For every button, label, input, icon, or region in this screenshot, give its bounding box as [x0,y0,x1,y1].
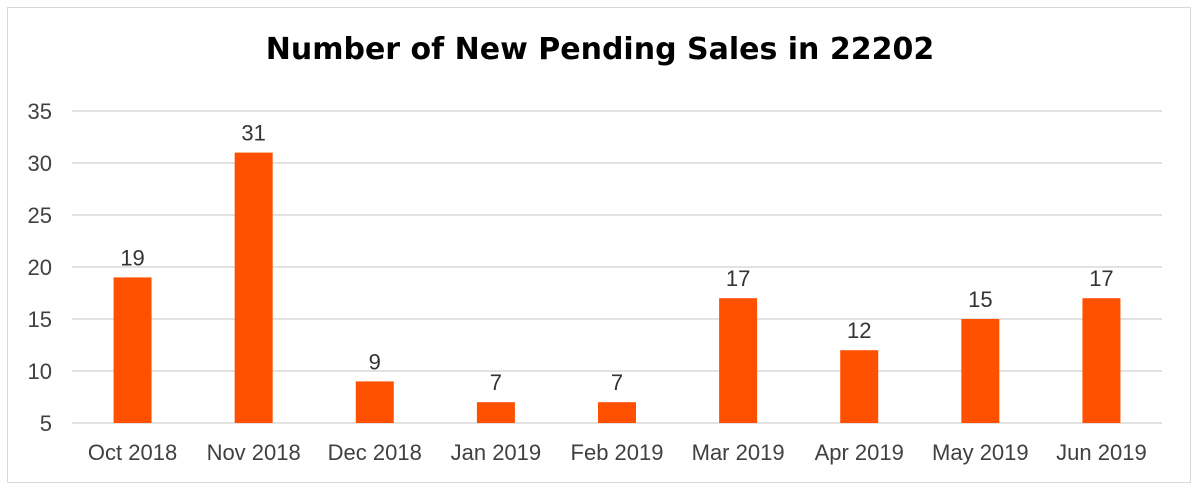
bar-value-label: 12 [847,318,871,343]
y-tick-label: 30 [28,151,52,176]
y-tick-label: 10 [28,359,52,384]
bar [1082,298,1121,423]
x-tick-label: Jan 2019 [451,440,542,465]
y-tick-label: 20 [28,255,52,280]
bar-value-label: 7 [490,370,502,395]
bar-value-label: 19 [120,245,144,270]
x-tick-label: Apr 2019 [815,440,904,465]
x-tick-label: Dec 2018 [328,440,422,465]
x-tick-label: Mar 2019 [692,440,785,465]
y-tick-label: 15 [28,307,52,332]
data-labels: 19 31 9 7 7 17 12 15 17 [120,121,1113,396]
bar [113,277,152,423]
bar [234,152,273,423]
y-axis-ticks: 5 10 15 20 25 30 35 [28,99,52,436]
bar [840,350,879,423]
bar [476,402,515,423]
bars [113,152,1121,423]
x-axis-ticks: Oct 2018 Nov 2018 Dec 2018 Jan 2019 Feb 2019… [88,440,1147,465]
x-tick-label: Nov 2018 [207,440,301,465]
bar-value-label: 17 [1089,266,1113,291]
x-tick-label: Oct 2018 [88,440,177,465]
bar-value-label: 31 [241,121,265,146]
y-tick-label: 35 [28,99,52,124]
bar-value-label: 15 [968,287,992,312]
bar [598,402,636,423]
x-tick-label: Jun 2019 [1056,440,1147,465]
bar [719,298,758,423]
chart-title: Number of New Pending Sales in 22202 [265,32,935,67]
bar-value-label: 7 [611,370,623,395]
bar [961,319,1000,423]
x-tick-label: May 2019 [932,440,1029,465]
bar-value-label: 9 [369,349,381,374]
y-tick-label: 25 [28,203,52,228]
y-tick-label: 5 [40,411,52,436]
bar-value-label: 17 [726,266,750,291]
bar [355,381,394,423]
x-tick-label: Feb 2019 [571,440,664,465]
